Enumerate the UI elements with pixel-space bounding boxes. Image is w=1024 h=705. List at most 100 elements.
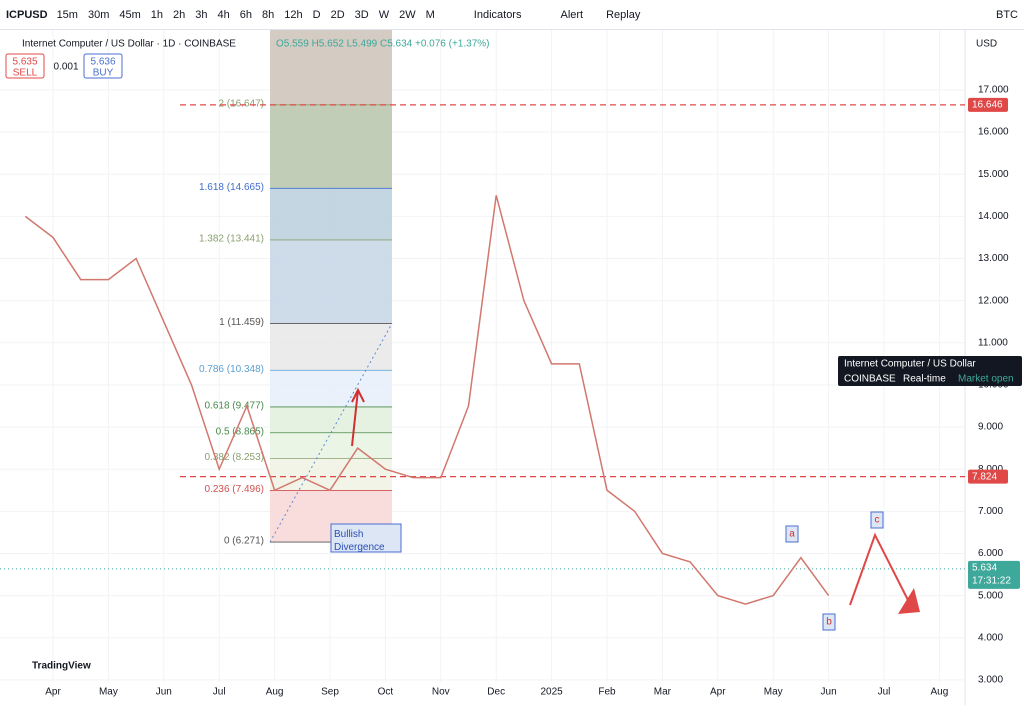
- interval[interactable]: 12h: [284, 8, 303, 21]
- interval[interactable]: 4h: [217, 8, 230, 21]
- fib-label: 0.618 (9.477): [205, 401, 265, 412]
- fib-label: 1 (11.459): [219, 317, 264, 328]
- fib-label: 0.236 (7.496): [205, 484, 265, 495]
- replay[interactable]: Replay: [606, 8, 641, 21]
- interval[interactable]: 3h: [195, 8, 208, 21]
- interval[interactable]: W: [378, 8, 390, 21]
- x-tick-label: Mar: [654, 687, 672, 698]
- interval[interactable]: 45m: [119, 8, 141, 21]
- y-tick-label: 3.000: [978, 675, 1003, 686]
- y-tick-label: 6.000: [978, 548, 1003, 559]
- fib-band: [270, 432, 392, 459]
- interval[interactable]: 3D: [354, 8, 369, 21]
- annotation: b: [826, 617, 832, 628]
- annotation-box: [330, 523, 402, 553]
- fib-band: [270, 406, 392, 433]
- interval[interactable]: 6h: [239, 8, 253, 21]
- interval[interactable]: 30m: [87, 8, 110, 21]
- x-tick-label: May: [764, 687, 783, 698]
- intervals: 15m 30m 45m 1h 2h 3h 4h 6h 8h 12h D 2D 3D W 2W M: [57, 9, 435, 21]
- tooltip-status: Market open: [958, 374, 1014, 385]
- y-tick-label: 13.000: [978, 253, 1009, 264]
- last-price-label: 5.634: [972, 563, 997, 574]
- fib-label: 0 (6.271): [224, 536, 264, 547]
- arrow: [351, 387, 365, 447]
- chart: 3.0004.0005.0006.0007.0008.0009.00010.00…: [0, 30, 1024, 705]
- x-tick-label: Apr: [45, 687, 61, 698]
- interval[interactable]: 8h: [262, 8, 275, 21]
- x-tick-label: Jul: [878, 687, 891, 698]
- spread: 0.001: [53, 62, 78, 73]
- brand: TradingView: [32, 661, 91, 672]
- annotation-box: [822, 613, 836, 631]
- buy-box: [83, 53, 123, 79]
- legend-title: Internet Computer / US Dollar · 1D · COI…: [22, 39, 236, 50]
- buy-price: 5.636: [90, 57, 115, 68]
- arrow: [849, 532, 913, 609]
- x-tick-label: Jul: [213, 687, 226, 698]
- fib-band: [270, 370, 392, 407]
- arrow-head: [898, 588, 920, 614]
- interval[interactable]: 15m: [56, 8, 78, 21]
- sell: SELL: [13, 68, 38, 79]
- fib-label: 0.786 (10.348): [199, 364, 264, 375]
- x-tick-label: Aug: [931, 687, 949, 698]
- y-tick-label: 7.000: [978, 506, 1003, 517]
- fib-band: [270, 323, 392, 371]
- fib-label: 0.382 (8.253): [205, 452, 265, 463]
- y-tick-label: 8.000: [978, 464, 1003, 475]
- fib-label: 1.382 (13.441): [199, 234, 264, 245]
- sell-price: 5.635: [12, 57, 37, 68]
- currency: USD: [976, 39, 997, 50]
- alert[interactable]: Alert: [560, 8, 584, 21]
- legend-ohlc: O5.559 H5.652 L5.499 C5.634 +0.076 (+1.3…: [276, 39, 490, 50]
- fib-band: [270, 458, 392, 491]
- indicators[interactable]: Indicators: [473, 8, 522, 21]
- y-tick-label: 12.000: [978, 295, 1009, 306]
- fib-band: [270, 104, 392, 189]
- tooltip-title: Internet Computer / US Dollar: [844, 359, 976, 370]
- price-tag-label: 7.824: [972, 471, 997, 482]
- compare[interactable]: BTC: [996, 8, 1018, 21]
- x-tick-label: Jun: [821, 687, 837, 698]
- y-tick-label: 16.000: [978, 127, 1009, 138]
- interval[interactable]: 1h: [150, 8, 164, 21]
- annotation-word: Bullish: [334, 529, 363, 540]
- tooltip-realtime: Real-time: [903, 374, 946, 385]
- y-tick-label: 15.000: [978, 169, 1009, 180]
- price-tag-label: 16.646: [972, 99, 1003, 110]
- fib-band: [270, 239, 392, 324]
- annotation: c: [875, 515, 880, 526]
- x-tick-label: Aug: [266, 687, 284, 698]
- x-tick-label: Oct: [378, 687, 394, 698]
- x-tick-label: Feb: [598, 687, 616, 698]
- sell-box: [5, 53, 45, 79]
- y-tick-label: 9.000: [978, 422, 1003, 433]
- x-tick-label: Sep: [321, 687, 339, 698]
- tooltip: [838, 356, 1022, 386]
- interval[interactable]: 2W: [399, 8, 416, 21]
- x-tick-label: Dec: [487, 687, 505, 698]
- y-tick-label: 17.000: [978, 85, 1009, 96]
- fib-band: [270, 188, 392, 240]
- interval[interactable]: D: [312, 8, 321, 21]
- interval[interactable]: 2h: [173, 8, 186, 21]
- fib-band: [270, 30, 392, 105]
- y-tick-label: 14.000: [978, 211, 1009, 222]
- fib-trend: [269, 323, 393, 543]
- annotation-word: Divergence: [334, 542, 385, 553]
- price-tag: [968, 560, 1020, 589]
- buy: BUY: [93, 68, 114, 79]
- annotation-box: [870, 511, 884, 529]
- x-tick-label: Nov: [432, 687, 450, 698]
- interval[interactable]: 2D: [330, 8, 345, 21]
- symbol[interactable]: ICPUSD: [6, 8, 48, 21]
- toolbar: ICPUSD 15m 30m 45m 1h 2h 3h 4h 6h 8h 12h D 2D 3D W 2W M…: [0, 0, 1024, 30]
- interval[interactable]: M: [425, 8, 435, 21]
- x-tick-label: May: [99, 687, 118, 698]
- price-tag: [968, 97, 1008, 112]
- x-tick-label: Apr: [710, 687, 726, 698]
- fib-label: 1.618 (14.665): [199, 182, 264, 193]
- countdown: 17:31:22: [972, 576, 1011, 587]
